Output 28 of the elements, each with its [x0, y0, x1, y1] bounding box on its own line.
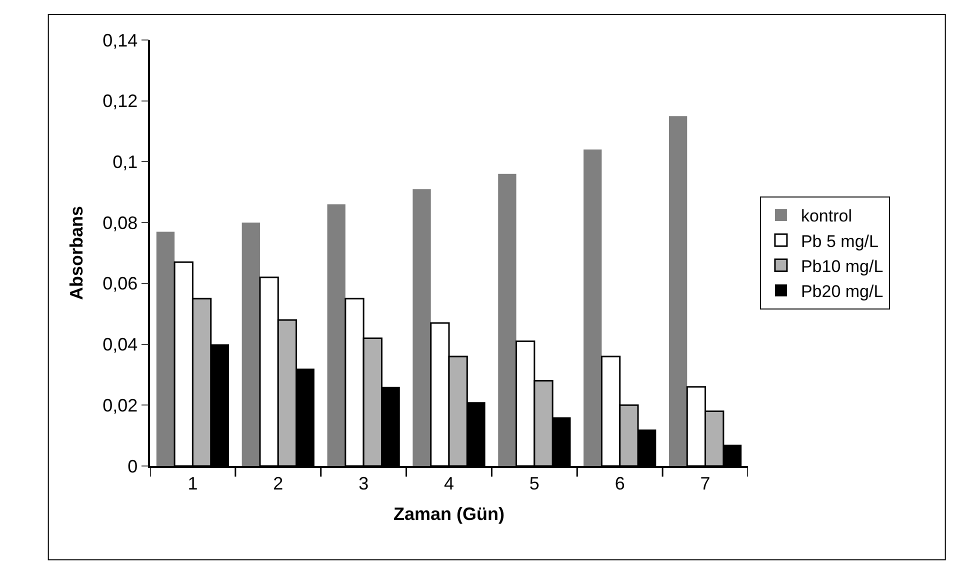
bar [412, 189, 431, 466]
y-tick-label: 0,12 [102, 91, 138, 112]
x-tick-label: 7 [700, 473, 710, 494]
x-tick-label: 2 [273, 473, 284, 494]
bar [242, 222, 260, 466]
legend-label: Pb20 mg/L [800, 282, 884, 301]
x-tick-label: 1 [188, 473, 198, 494]
x-axis-title: Zaman (Gün) [394, 504, 505, 524]
legend-label: Pb10 mg/L [800, 256, 884, 276]
x-tick-label: 6 [614, 473, 625, 494]
y-tick-label: 0,08 [102, 212, 138, 233]
x-tick-label: 4 [444, 473, 454, 494]
x-tick-label: 3 [358, 473, 369, 494]
bar [498, 174, 516, 466]
bar [584, 150, 602, 466]
y-tick-label: 0,1 [112, 152, 138, 172]
bar [327, 204, 346, 466]
y-tick-label: 0,02 [102, 395, 138, 416]
y-axis-title: Absorbans [66, 206, 86, 300]
y-tick-label: 0,14 [102, 30, 138, 50]
legend-label: kontrol [800, 206, 852, 226]
y-tick-label: 0,04 [102, 334, 138, 355]
y-tick-label: 0,06 [102, 274, 138, 294]
bar [668, 116, 688, 466]
x-tick-label: 5 [529, 473, 540, 494]
bar [156, 232, 175, 466]
legend-label: Pb 5 mg/L [800, 232, 878, 251]
y-tick-label: 0 [128, 456, 138, 476]
